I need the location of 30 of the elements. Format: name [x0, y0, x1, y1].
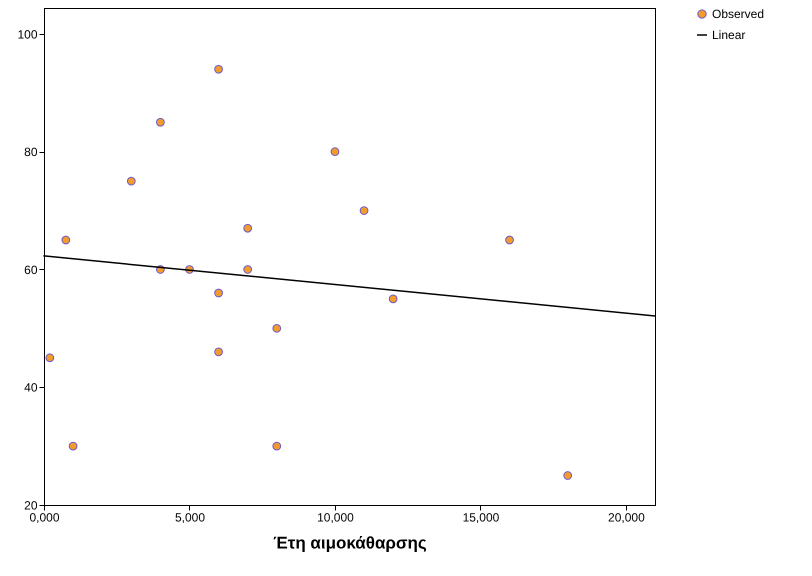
- point: [45, 353, 54, 362]
- point: [563, 471, 572, 480]
- x-tick-label: 0,000: [29, 510, 60, 524]
- y-tick-label: 80: [24, 145, 38, 160]
- y-tick-label: 20: [24, 498, 38, 512]
- y-tick-label: 40: [24, 380, 38, 395]
- x-tick-label: 20,000: [608, 510, 646, 524]
- legend-label: Linear: [712, 28, 746, 42]
- x-tick-label: 10,000: [317, 510, 354, 524]
- point: [68, 442, 78, 450]
- x-tick-label: 15,000: [462, 510, 500, 524]
- point: [156, 118, 165, 127]
- x-tick-label: 5,000: [174, 510, 206, 524]
- point: [272, 442, 282, 450]
- point: [272, 324, 282, 333]
- point: [388, 294, 398, 304]
- point: [214, 348, 223, 356]
- point: [330, 147, 340, 156]
- point: [505, 236, 514, 244]
- point: [360, 206, 368, 215]
- point: [214, 288, 223, 298]
- y-tick-label: 60: [24, 262, 38, 277]
- point: [214, 64, 223, 74]
- point: [243, 224, 252, 233]
- y-tick-label: 100: [17, 27, 38, 42]
- x-axis-title: Έτη αιμοκάθαρσης: [273, 534, 427, 552]
- point: [243, 265, 252, 274]
- legend-label: Observed: [712, 7, 764, 21]
- point: [61, 236, 70, 244]
- point: [126, 176, 136, 186]
